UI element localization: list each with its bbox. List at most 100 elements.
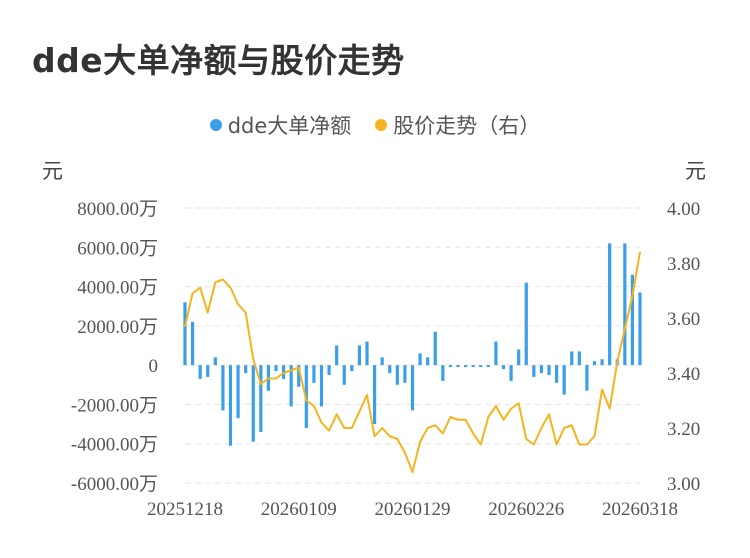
right-axis: 3.00 3.20 3.40 3.60 3.80 4.00 <box>667 199 700 495</box>
bar <box>608 243 612 366</box>
price-point <box>631 295 634 297</box>
legend: dde大单净额 股价走势（右） <box>0 110 750 140</box>
price-point <box>267 377 270 380</box>
bar <box>539 365 544 373</box>
bar <box>319 365 324 407</box>
bar <box>388 365 392 373</box>
left-unit-label: 元 <box>42 159 63 183</box>
price-point <box>381 427 383 429</box>
legend-item-price[interactable]: 股价走势（右） <box>375 110 540 140</box>
bar <box>372 365 377 425</box>
bar <box>335 345 339 366</box>
price-point <box>328 429 330 432</box>
price-point <box>419 440 421 443</box>
price-point <box>487 416 490 418</box>
bar <box>183 302 187 366</box>
price-point <box>578 443 581 446</box>
x-tick-label: 20260226 <box>488 499 564 520</box>
bar <box>213 357 217 366</box>
price-point <box>404 451 406 454</box>
x-tick-label: 20260129 <box>375 499 451 520</box>
bar <box>630 274 635 366</box>
legend-label-price: 股价走势（右） <box>393 114 541 138</box>
price-point <box>343 427 346 429</box>
price-point <box>517 402 520 405</box>
price-point <box>191 292 194 295</box>
price-point <box>320 421 323 424</box>
price-point <box>426 427 429 429</box>
price-point <box>222 278 224 281</box>
bar <box>357 345 362 366</box>
bar <box>327 365 331 375</box>
left-tick-label: 4000.00万 <box>77 278 158 299</box>
x-tick-label: 20251218 <box>147 499 223 520</box>
left-tick-label: 0 <box>149 356 159 377</box>
price-point <box>593 435 596 438</box>
bar <box>600 359 604 366</box>
bar <box>509 365 513 381</box>
bar <box>228 365 233 446</box>
bar <box>577 351 581 366</box>
price-point <box>206 311 209 314</box>
bar <box>274 365 278 372</box>
bar <box>441 365 445 381</box>
price-point <box>388 435 391 438</box>
bar <box>244 365 248 373</box>
bar <box>448 365 453 368</box>
bar <box>638 292 642 366</box>
price-point <box>351 427 353 429</box>
price-point <box>275 377 277 380</box>
right-tick-label: 3.80 <box>667 254 700 275</box>
price-point <box>297 366 300 369</box>
bar <box>517 349 521 366</box>
price-point <box>563 427 565 429</box>
legend-item-dde[interactable]: dde大单净额 <box>209 110 352 140</box>
left-tick-label: -4000.00万 <box>71 435 158 456</box>
bar <box>410 365 415 411</box>
bar <box>206 365 210 377</box>
right-tick-label: 3.40 <box>667 364 700 385</box>
price-point <box>290 369 292 372</box>
price-point <box>244 311 247 314</box>
price-point <box>313 405 315 407</box>
chart-title: dde大单净额与股价走势 <box>32 41 405 80</box>
bar <box>524 282 528 366</box>
price-point <box>282 372 285 374</box>
right-tick-label: 3.60 <box>667 309 700 330</box>
price-point <box>464 418 467 421</box>
bar <box>342 365 346 385</box>
bar <box>486 365 490 368</box>
bar <box>426 357 430 366</box>
bar <box>198 365 202 379</box>
right-tick-label: 3.20 <box>667 419 700 440</box>
line-series <box>184 251 641 473</box>
price-point <box>533 443 535 446</box>
legend-marker-price <box>375 119 388 131</box>
price-point <box>555 443 558 446</box>
bar <box>554 365 559 383</box>
bar <box>221 365 225 411</box>
price-point <box>479 443 482 446</box>
price-point <box>260 383 262 385</box>
legend-label-dde: dde大单净额 <box>227 114 352 138</box>
bar <box>494 341 498 366</box>
bar <box>501 365 506 370</box>
price-point <box>624 328 626 330</box>
price-point <box>252 358 255 361</box>
price-point <box>358 410 361 413</box>
price-point <box>586 443 588 446</box>
x-tick-label: 20260109 <box>261 499 337 520</box>
price-point <box>502 418 505 421</box>
bar <box>236 365 240 419</box>
bar <box>350 365 354 372</box>
bar <box>418 353 422 366</box>
price-point <box>510 407 512 410</box>
left-tick-label: -2000.00万 <box>71 395 158 416</box>
price-point <box>434 424 437 427</box>
bar <box>297 365 301 387</box>
bar <box>456 365 460 368</box>
bar <box>190 321 195 366</box>
right-tick-label: 3.00 <box>667 474 700 495</box>
bar <box>365 341 369 366</box>
